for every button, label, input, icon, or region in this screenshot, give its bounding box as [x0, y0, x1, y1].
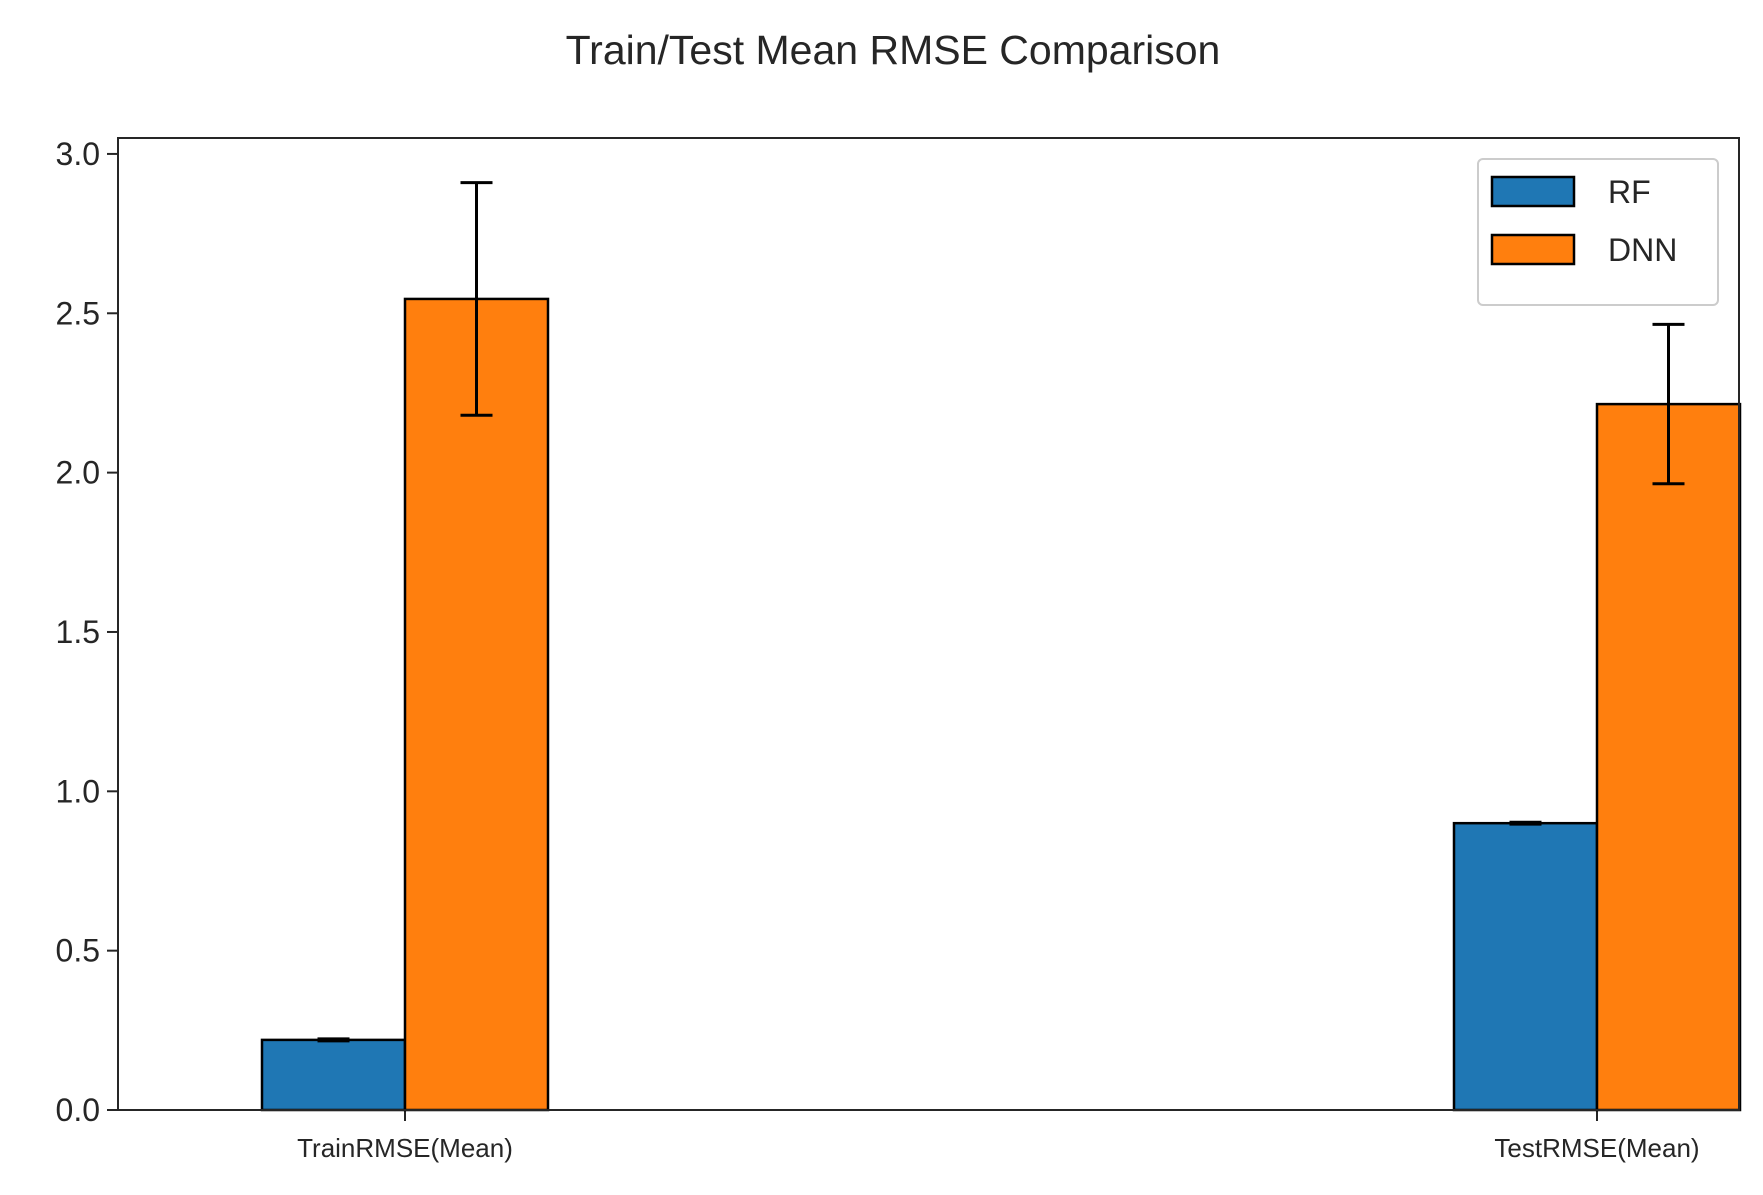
- x-tick-label: TrainRMSE(Mean): [297, 1133, 513, 1163]
- y-tick-label: 0.5: [56, 933, 100, 969]
- legend-swatch-rf: [1490, 175, 1576, 208]
- axes-frame: [117, 137, 1740, 1111]
- error-bar: [1509, 820, 1542, 826]
- y-tick-label: 1.0: [56, 773, 100, 809]
- legend-swatch-dnn: [1490, 233, 1576, 266]
- legend-label-rf: RF: [1608, 174, 1651, 210]
- x-tick-label: TestRMSE(Mean): [1494, 1133, 1699, 1163]
- y-tick-label: 0.0: [56, 1092, 100, 1128]
- error-bar: [1652, 322, 1685, 486]
- chart-title: Train/Test Mean RMSE Comparison: [566, 27, 1221, 73]
- bar-dnn-test: [1595, 402, 1742, 1112]
- bar-dnn-train: [403, 297, 550, 1112]
- legend-label-dnn: DNN: [1608, 232, 1677, 268]
- bar-rf-train: [260, 1038, 407, 1112]
- error-bar: [460, 181, 493, 417]
- error-bar: [317, 1037, 350, 1043]
- y-tick-label: 1.5: [56, 614, 100, 650]
- bar-rf-test: [1452, 821, 1599, 1112]
- y-tick-label: 2.5: [56, 295, 100, 331]
- y-tick-label: 3.0: [56, 136, 100, 172]
- plot-area: 0.0 0.5 1.0 1.5 2.0 2.5 3.0 TrainRMSE(Mean) Test…: [56, 136, 1742, 1163]
- legend: RF DNN: [1477, 158, 1719, 306]
- y-tick-label: 2.0: [56, 455, 100, 491]
